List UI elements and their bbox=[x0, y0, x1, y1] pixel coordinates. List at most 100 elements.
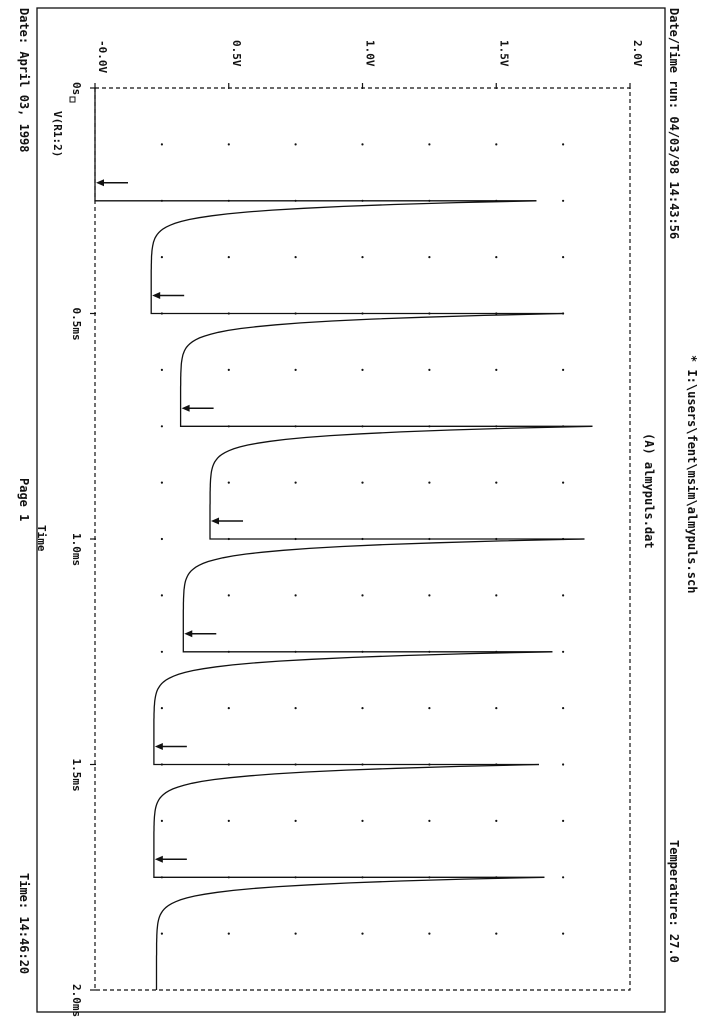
grid-dot bbox=[428, 594, 431, 597]
footer-date: Date: April 03, 1998 bbox=[17, 8, 31, 153]
grid-dot bbox=[562, 143, 565, 146]
pulse-segment bbox=[209, 425, 593, 540]
grid-dot bbox=[294, 256, 297, 259]
grid-dot bbox=[428, 481, 431, 484]
grid-dot bbox=[562, 819, 565, 823]
grid-dot bbox=[160, 537, 163, 541]
y-tick-labels: -0.0V 0.5V 1.0V 1.5V 2.0V bbox=[96, 40, 644, 73]
grid-dot bbox=[160, 819, 163, 823]
grid-dot bbox=[227, 819, 230, 823]
y-tick-label: -0.0V bbox=[96, 40, 109, 73]
grid-dot bbox=[428, 143, 431, 146]
grid-dot bbox=[294, 481, 297, 484]
y-tick-label: 0.5V bbox=[230, 40, 243, 67]
grid-dot bbox=[294, 932, 297, 935]
datafile-label: (A) almypuls.dat bbox=[642, 433, 656, 549]
grid-dot bbox=[160, 368, 163, 371]
legend-entry: V(R1:2) bbox=[51, 111, 64, 157]
pulse-segment bbox=[94, 88, 537, 202]
grid-dot bbox=[361, 707, 364, 710]
x-tick-labels: 0s 0.5ms 1.0ms 1.5ms 2.0ms bbox=[70, 82, 83, 1017]
arrow-head bbox=[154, 855, 163, 863]
grid-dot bbox=[428, 368, 431, 371]
grid-dot bbox=[227, 932, 230, 935]
arrow-head bbox=[152, 291, 161, 299]
grid-dot bbox=[495, 143, 498, 146]
series-trace bbox=[94, 88, 593, 990]
grid-dot bbox=[562, 594, 565, 597]
grid-dot bbox=[562, 199, 565, 202]
grid-dot bbox=[227, 143, 230, 146]
grid-dot bbox=[160, 481, 163, 484]
arrow-head bbox=[154, 742, 163, 750]
grid-dot bbox=[361, 143, 364, 146]
pulse-segment bbox=[182, 538, 585, 653]
grid-dot bbox=[160, 594, 163, 597]
grid-dot bbox=[294, 707, 297, 710]
footer-page: Page 1 bbox=[17, 478, 31, 521]
arrow-head bbox=[181, 404, 190, 412]
grid-dot bbox=[227, 256, 230, 259]
pulse-segment bbox=[179, 312, 593, 427]
grid-dot bbox=[227, 594, 230, 597]
grid-dot bbox=[160, 143, 163, 146]
grid-dot bbox=[495, 707, 498, 710]
pulse-segment bbox=[150, 200, 564, 315]
x-axis-title: Time bbox=[35, 525, 48, 552]
grid-dot bbox=[361, 481, 364, 484]
y-tick-label: 2.0V bbox=[631, 40, 644, 67]
grid-dot bbox=[160, 650, 163, 653]
grid-dot bbox=[361, 594, 364, 597]
grid-dot bbox=[361, 819, 364, 823]
grid-dot bbox=[562, 481, 565, 484]
legend-marker bbox=[69, 96, 76, 103]
pulse-segment bbox=[153, 651, 553, 766]
pulse-segment bbox=[153, 763, 545, 878]
grid-dot bbox=[361, 368, 364, 371]
grid-dot bbox=[294, 143, 297, 146]
grid-dot bbox=[562, 256, 565, 259]
grid-dot bbox=[562, 650, 565, 653]
x-tick-label: 0s bbox=[70, 82, 83, 95]
grid-dot bbox=[227, 707, 230, 710]
grid-dot bbox=[160, 707, 163, 710]
grid-dot bbox=[428, 707, 431, 710]
pulse-segment bbox=[155, 876, 545, 990]
arrow-annotations bbox=[96, 179, 244, 863]
grid-dot bbox=[495, 368, 498, 371]
x-tick-label: 1.5ms bbox=[70, 759, 83, 792]
grid-dot bbox=[428, 256, 431, 259]
grid-dot bbox=[428, 932, 431, 935]
grid-dot bbox=[227, 481, 230, 484]
y-tick-label: 1.0V bbox=[364, 40, 377, 67]
grid-dot bbox=[562, 876, 565, 879]
grid-dot bbox=[160, 425, 163, 428]
x-tick-label: 0.5ms bbox=[70, 308, 83, 341]
arrow-head bbox=[96, 179, 104, 187]
grid-dot bbox=[495, 481, 498, 484]
grid-dot bbox=[562, 763, 565, 766]
grid-dot bbox=[495, 932, 498, 935]
grid-dot bbox=[294, 594, 297, 597]
grid-dot bbox=[361, 932, 364, 935]
datetime-run-label: Date/Time run: 04/03/98 14:43:56 bbox=[667, 8, 681, 239]
y-tick-label: 1.5V bbox=[497, 40, 510, 67]
grid-dot bbox=[428, 819, 431, 823]
arrow-head bbox=[211, 517, 220, 525]
x-tick-label: 1.0ms bbox=[70, 533, 83, 566]
grid-dot bbox=[160, 256, 163, 259]
schematic-path: * I:\users\fent\msim\almypuls.sch bbox=[685, 355, 699, 593]
grid-dot bbox=[562, 707, 565, 710]
grid-dot bbox=[361, 256, 364, 259]
grid-dot bbox=[160, 932, 163, 935]
grid-dot bbox=[294, 368, 297, 371]
axis-ticks bbox=[90, 83, 631, 991]
arrow-head bbox=[184, 630, 193, 638]
grid-dot bbox=[495, 819, 498, 823]
x-tick-label: 2.0ms bbox=[70, 984, 83, 1017]
temperature-label: Temperature: 27.0 bbox=[667, 840, 681, 963]
grid-dot bbox=[495, 256, 498, 259]
page-border bbox=[36, 7, 666, 1013]
